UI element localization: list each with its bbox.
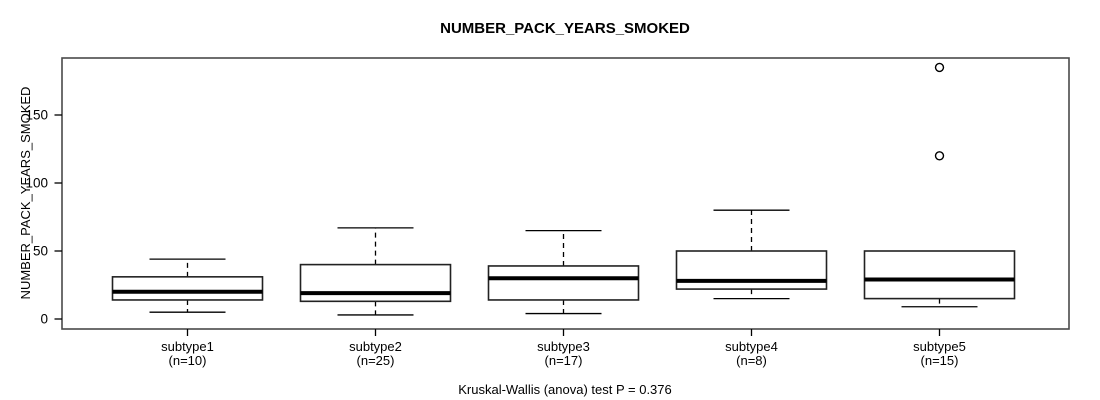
y-axis-label: NUMBER_PACK_YEARS_SMOKED (18, 87, 33, 300)
x-tick-sublabel: (n=8) (736, 353, 767, 368)
outlier-point (934, 151, 945, 161)
x-tick-label: subtype3 (537, 339, 590, 354)
y-tick-label: 100 (25, 176, 48, 191)
x-tick-label: subtype4 (725, 339, 778, 354)
x-tick-sublabel: (n=10) (169, 353, 207, 368)
plot-border (61, 57, 1070, 330)
box-subtype2 (299, 263, 452, 303)
box-subtype4 (675, 250, 828, 290)
x-tick-label: subtype5 (913, 339, 966, 354)
y-tick-label: 150 (25, 108, 48, 123)
outlier-point (934, 62, 945, 73)
kruskal-wallis-annotation: Kruskal-Wallis (anova) test P = 0.376 (458, 382, 672, 397)
y-tick-label: 0 (40, 312, 48, 327)
x-tick-sublabel: (n=25) (357, 353, 395, 368)
box-subtype1 (111, 276, 264, 301)
x-tick-sublabel: (n=15) (921, 353, 959, 368)
x-tick-label: subtype1 (161, 339, 214, 354)
box-subtype3 (487, 265, 640, 301)
chart-title: NUMBER_PACK_YEARS_SMOKED (440, 20, 690, 37)
x-tick-sublabel: (n=17) (545, 353, 583, 368)
x-tick-label: subtype2 (349, 339, 402, 354)
box-subtype5 (863, 250, 1016, 300)
y-tick-label: 50 (33, 244, 48, 259)
plot-area: 0 50 100 150 subtype1(n=10) subtype2(n=25) sub… (25, 62, 1016, 368)
